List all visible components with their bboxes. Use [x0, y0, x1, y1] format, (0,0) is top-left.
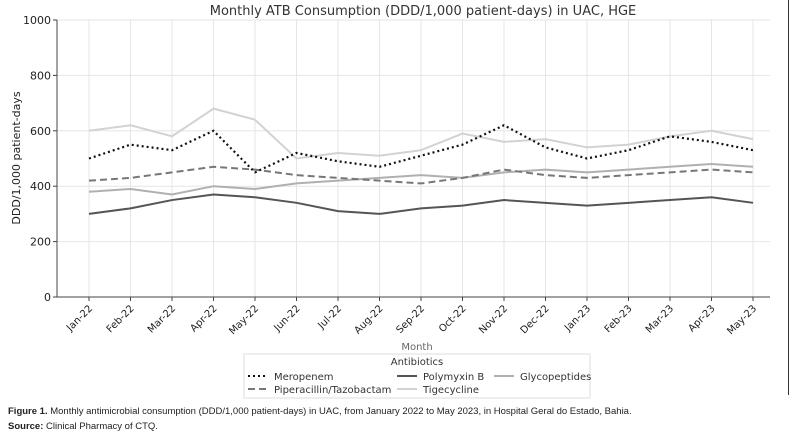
x-axis-label: Month	[401, 342, 432, 353]
x-tick-label: Apr-23	[687, 303, 718, 334]
series-line	[88, 124, 754, 174]
x-tick-label: Apr-22	[189, 303, 220, 334]
x-tick-label: Jul-22	[316, 303, 345, 332]
legend-label: Meropenem	[274, 372, 334, 383]
series-polymyxin-b	[88, 193, 754, 215]
legend-label: Piperacillin/Tazobactam	[274, 385, 391, 396]
x-tick-label: Feb-22	[105, 303, 137, 335]
x-tick-label: Aug-22	[352, 303, 385, 336]
chart-title: Monthly ATB Consumption (DDD/1,000 patie…	[210, 4, 637, 19]
line-chart: 0 200 400 600 800 1000 Jan-22 Feb-22 Mar-22 Apr-2…	[10, 4, 770, 399]
x-tick-label: Jun-22	[272, 303, 303, 334]
source-label: Source:	[8, 421, 44, 432]
x-tick-label: Jan-23	[562, 303, 593, 334]
grid	[57, 19, 770, 298]
y-tick-label: 400	[30, 180, 51, 193]
axes: 0 200 400 600 800 1000 Jan-22 Feb-22 Mar-22 Apr-2…	[23, 14, 770, 337]
legend-label: Polymyxin B	[423, 372, 484, 383]
x-tick-label: May-22	[227, 303, 261, 337]
x-tick-label: Jan-22	[64, 303, 95, 334]
x-tick-label: Feb-23	[603, 303, 635, 335]
legend-title: Antibiotics	[391, 357, 444, 368]
x-tick-label: Sep-22	[394, 303, 427, 336]
frame-border	[788, 0, 789, 395]
figure-text: Monthly antimicrobial consumption (DDD/1…	[47, 406, 632, 417]
x-tick-label: Dec-22	[519, 303, 552, 336]
y-axis-label: DDD/1,000 patient-days	[10, 91, 23, 224]
legend: Antibiotics Meropenem Piperacillin/Tazobac…	[243, 353, 591, 399]
series-piperacillin-tazobactam	[88, 165, 754, 185]
y-tick-label: 0	[44, 291, 51, 304]
x-tick-label: Mar-22	[146, 303, 178, 335]
legend-label: Tigecycline	[422, 385, 479, 396]
series-meropenem	[88, 124, 754, 174]
y-tick-label: 800	[30, 69, 51, 82]
x-tick-label: Nov-22	[477, 303, 510, 336]
y-tick-label: 600	[30, 125, 51, 138]
legend-label: Glycopeptides	[520, 372, 591, 383]
figure-label: Figure 1.	[8, 406, 48, 417]
y-tick-label: 200	[30, 236, 51, 249]
source-text: Clinical Pharmacy of CTQ.	[43, 421, 158, 432]
figure-caption: Figure 1. Monthly antimicrobial consumpt…	[8, 404, 632, 434]
x-tick-label: Mar-23	[644, 303, 676, 335]
series-tigecycline	[88, 107, 754, 160]
x-tick-label: May-23	[725, 303, 759, 337]
x-tick-label: Oct-22	[437, 303, 469, 335]
y-tick-label: 1000	[23, 14, 51, 27]
series-lines	[88, 107, 754, 215]
